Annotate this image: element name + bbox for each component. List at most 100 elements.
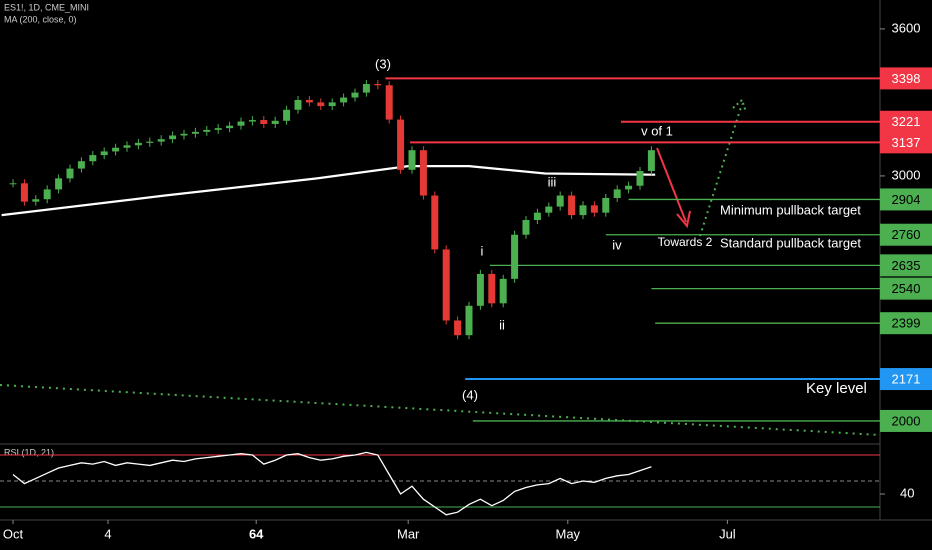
candle: [340, 97, 348, 103]
candle: [511, 234, 519, 279]
annotation: Towards 2: [658, 235, 713, 249]
x-tick-label: Oct: [3, 526, 24, 541]
x-tick-label: May: [556, 526, 581, 541]
candle: [374, 84, 382, 86]
price-tag: [880, 131, 932, 154]
candle: [260, 120, 268, 124]
rsi-tick-label: 40: [900, 485, 914, 500]
candle: [271, 120, 279, 124]
price-tag-label: 2540: [892, 281, 921, 296]
x-tick-label: Mar: [397, 526, 420, 541]
candle: [123, 145, 131, 148]
x-tick-label: Jul: [719, 526, 736, 541]
annotation: v of 1: [641, 123, 673, 138]
candle: [647, 150, 655, 172]
annotation: i: [481, 243, 484, 258]
candle: [602, 197, 610, 213]
price-tag-label: 2760: [892, 227, 921, 242]
candle: [283, 109, 291, 121]
candle: [214, 128, 222, 130]
candle: [556, 195, 564, 207]
candle: [545, 206, 553, 213]
price-tag: [880, 67, 932, 90]
candle: [294, 99, 302, 110]
annotation: ii: [499, 317, 505, 332]
price-tag: [880, 409, 932, 432]
candle: [134, 142, 142, 146]
price-tag-label: 3221: [892, 114, 921, 129]
price-tag-label: 2635: [892, 258, 921, 273]
candle: [499, 278, 507, 304]
candle: [146, 141, 154, 143]
candle: [579, 205, 587, 216]
candle: [408, 150, 416, 170]
candle: [305, 99, 313, 103]
candle: [317, 102, 325, 107]
candle: [77, 161, 85, 169]
candle: [533, 212, 541, 221]
y-tick-label: 3600: [892, 20, 921, 35]
candle: [32, 199, 40, 202]
price-tag-label: 3398: [892, 71, 921, 86]
candle: [454, 320, 462, 336]
price-tag-label: 2399: [892, 316, 921, 331]
price-tag-label: 2904: [892, 192, 921, 207]
price-tag: [880, 312, 932, 335]
price-tag: [880, 188, 932, 211]
candle: [112, 147, 120, 152]
x-tick-label: 64: [249, 526, 264, 541]
candle: [55, 178, 63, 190]
price-tag: [880, 110, 932, 133]
candle: [66, 168, 74, 179]
rsi-line: [12, 451, 652, 516]
candle: [625, 185, 633, 190]
annotation: (3): [375, 56, 391, 71]
candle: [226, 125, 234, 129]
candle: [20, 183, 28, 202]
x-tick-label: 4: [104, 526, 111, 541]
candle: [351, 92, 359, 98]
candle: [89, 155, 97, 162]
chart-title: ES1!, 1D, CME_MINI: [4, 2, 89, 12]
arrows: [656, 98, 747, 237]
price-tag: [880, 277, 932, 300]
candle: [385, 85, 393, 120]
candle: [465, 305, 473, 336]
rsi-title: RSI (1D, 21): [4, 447, 54, 457]
candle: [43, 189, 51, 200]
candle: [237, 121, 245, 126]
arrow-head: [676, 210, 691, 229]
candle: [636, 171, 644, 186]
price-tag-label: 2000: [892, 413, 921, 428]
candle: [9, 183, 17, 185]
candle: [522, 220, 530, 235]
annotation: (4): [462, 387, 478, 402]
candle: [203, 129, 211, 132]
arrow-down: [656, 147, 687, 223]
price-tag: [880, 254, 932, 277]
price-tag: [880, 368, 932, 391]
candle: [568, 195, 576, 216]
candle: [180, 133, 188, 136]
candle: [442, 249, 450, 321]
candle: [191, 131, 199, 134]
candle: [419, 150, 427, 196]
price-tag-label: 2171: [892, 371, 921, 386]
annotation: iii: [548, 174, 557, 189]
candle: [157, 139, 165, 142]
candle: [100, 151, 108, 156]
candle: [248, 120, 256, 122]
annotation: iv: [612, 237, 622, 252]
candle: [613, 189, 621, 198]
price-tag-label: 3137: [892, 135, 921, 150]
moving-average: [1, 165, 656, 217]
level-label: Minimum pullback target: [720, 202, 861, 217]
arrow-head: [732, 98, 747, 113]
candle: [328, 102, 336, 107]
indicator-label: MA (200, close, 0): [4, 14, 77, 24]
level-label: Standard pullback target: [720, 235, 861, 250]
candle: [362, 84, 370, 93]
candle: [431, 195, 439, 250]
